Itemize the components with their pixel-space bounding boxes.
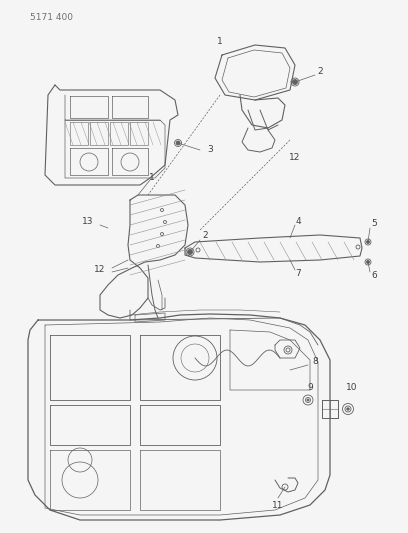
Text: 1: 1 [149, 173, 155, 182]
Text: 13: 13 [82, 217, 94, 227]
Text: 8: 8 [312, 358, 318, 367]
Text: 12: 12 [94, 265, 106, 274]
Circle shape [366, 261, 370, 263]
Text: 5: 5 [371, 220, 377, 229]
Text: 7: 7 [295, 270, 301, 279]
Text: 5171 400: 5171 400 [30, 13, 73, 22]
Text: 1: 1 [217, 37, 223, 46]
Circle shape [293, 79, 297, 85]
Text: 11: 11 [272, 500, 284, 510]
Text: 6: 6 [371, 271, 377, 279]
Text: 12: 12 [289, 154, 301, 163]
Text: 3: 3 [207, 146, 213, 155]
Circle shape [176, 141, 180, 145]
Text: 9: 9 [307, 384, 313, 392]
Circle shape [366, 240, 370, 244]
Circle shape [188, 249, 193, 254]
Circle shape [347, 408, 349, 410]
Text: 2: 2 [317, 68, 323, 77]
Text: 10: 10 [346, 384, 358, 392]
Text: 2: 2 [202, 231, 208, 240]
Circle shape [307, 399, 309, 401]
Text: 4: 4 [295, 217, 301, 227]
